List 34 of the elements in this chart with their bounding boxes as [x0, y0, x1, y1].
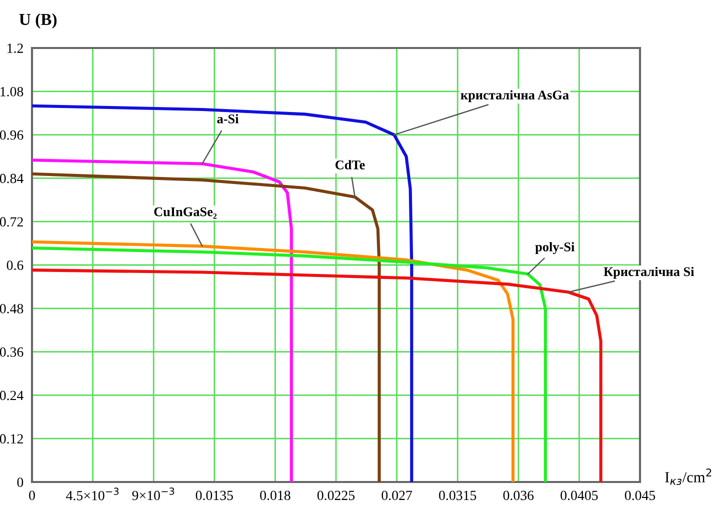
x-tick-label: 0.0405	[560, 490, 598, 500]
x-tick-label: 0.036	[503, 490, 534, 500]
x-axis-title: I$_{кз}$/cm$^{2}$	[665, 468, 712, 485]
y-tick-label: 1.08	[0, 86, 24, 96]
line-series	[32, 172, 381, 482]
text: кристалічна AsGa	[460, 90, 569, 102]
line-series	[32, 268, 602, 482]
y-tick-label: 0.12	[0, 434, 23, 444]
x-tick-label: 0.027	[382, 490, 412, 500]
y-tick-label: 0.72	[0, 217, 23, 227]
x-tick-label: 0.045	[624, 490, 656, 500]
x-tick-label: 0.0135	[196, 490, 233, 500]
x-tick-label: 0.0225	[317, 490, 355, 500]
y-tick-label: 0.84	[0, 174, 24, 184]
x-tick-label: 0	[29, 490, 35, 500]
y-tick-label: 0	[17, 478, 24, 487]
line-series	[32, 158, 293, 482]
series-label: Кристалічна Si	[604, 266, 694, 279]
y-tick-label: 0.36	[0, 347, 24, 357]
series-label: CuInGaSe₂	[154, 207, 217, 219]
y-tick-label: 0.24	[0, 390, 24, 400]
x-tick-label: 4.5×10$^{−3}$	[66, 488, 119, 500]
y-axis-title: U (B)	[19, 13, 57, 28]
y-tick-label: 1.2	[8, 44, 23, 54]
series-label: CdTe	[335, 160, 365, 170]
y-tick-label: 0.48	[0, 304, 24, 314]
x-tick-label: 0.0315	[439, 490, 476, 500]
x-tick-label: 9×10$^{−3}$	[132, 488, 174, 500]
series-label: poly-Si	[535, 242, 574, 254]
line-series	[32, 104, 414, 482]
text: a-Si	[217, 114, 239, 124]
x-tick-label: 0.018	[260, 490, 290, 500]
y-tick-label: 0.96	[0, 130, 24, 140]
y-tick-label: 0.6	[6, 260, 24, 270]
